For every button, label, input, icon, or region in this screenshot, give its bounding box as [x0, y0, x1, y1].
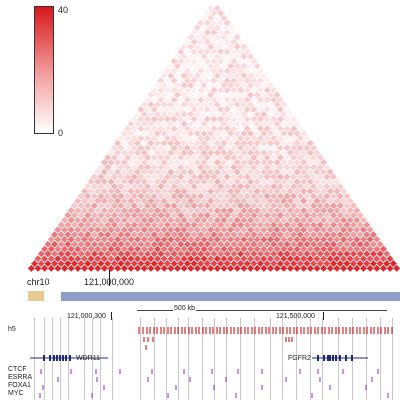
- chromosome-label: chr10: [27, 277, 50, 287]
- gene-label-fgfr2[interactable]: FGFR2: [288, 355, 311, 362]
- ruler-minor-label-1: 121,000,300: [67, 313, 106, 320]
- guide-line: [166, 318, 167, 400]
- guide-line: [254, 318, 255, 400]
- guide-line: [366, 318, 367, 400]
- guide-line: [84, 318, 85, 400]
- guide-line: [322, 318, 323, 400]
- track-label-h5: h5: [8, 326, 16, 333]
- scale-bar: [137, 310, 387, 311]
- guide-line: [296, 318, 297, 400]
- ruler-minor-label-2: 121,500,000: [276, 313, 315, 320]
- tad-bar-main[interactable]: [61, 292, 400, 301]
- guide-line: [214, 318, 215, 400]
- guide-line: [52, 318, 53, 400]
- guide-line: [352, 318, 353, 400]
- guide-line: [44, 318, 45, 400]
- hic-heatmap: [27, 4, 400, 272]
- guide-line: [202, 318, 203, 400]
- guide-line: [100, 318, 101, 400]
- guide-line: [270, 318, 271, 400]
- guide-line: [68, 318, 69, 400]
- track-label-foxa1: FOXA1: [8, 382, 31, 389]
- guide-line: [380, 318, 381, 400]
- guide-line: [392, 318, 393, 400]
- guide-line: [282, 318, 283, 400]
- guide-line: [226, 318, 227, 400]
- colorbar: [34, 6, 54, 134]
- tad-bar-left[interactable]: [28, 291, 44, 301]
- guide-line: [338, 318, 339, 400]
- gene-label-wdr11[interactable]: WDR11: [76, 355, 100, 362]
- guide-line: [154, 318, 155, 400]
- guide-line: [188, 318, 189, 400]
- scale-bar-label: 500 kb: [173, 305, 197, 312]
- guide-line: [178, 318, 179, 400]
- track-label-ctcf: CTCF: [8, 366, 27, 373]
- guide-line: [140, 318, 141, 400]
- track-label-myc: MYC: [8, 390, 24, 397]
- track-label-esrra: ESRRA: [8, 374, 33, 381]
- ruler-major-label: 121,000,000: [84, 277, 135, 287]
- guide-line: [310, 318, 311, 400]
- colorbar-min-label: 0: [58, 128, 64, 138]
- ruler-minor-tick-2: [323, 312, 324, 320]
- colorbar-max-label: 40: [58, 5, 69, 15]
- guide-line: [112, 318, 113, 400]
- guide-line: [60, 318, 61, 400]
- guide-line: [34, 318, 35, 400]
- guide-line: [92, 318, 93, 400]
- guide-line: [240, 318, 241, 400]
- ruler-minor-tick-1: [111, 312, 112, 320]
- ruler-major-tick: [109, 270, 110, 286]
